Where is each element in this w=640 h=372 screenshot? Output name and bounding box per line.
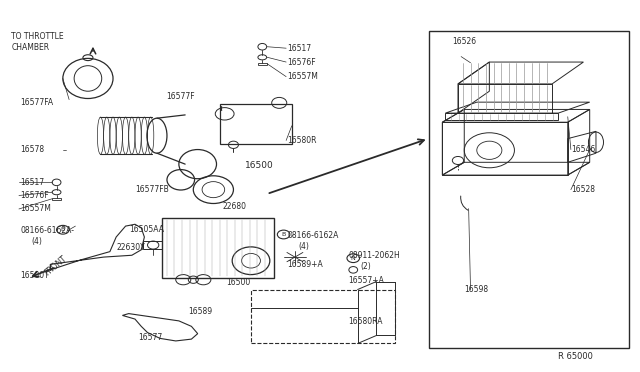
Bar <box>258 63 267 65</box>
Text: 16580RA: 16580RA <box>348 317 383 326</box>
Bar <box>143 241 162 249</box>
Text: B: B <box>61 227 65 232</box>
Bar <box>162 218 273 278</box>
Text: 16557+A: 16557+A <box>348 276 384 285</box>
Text: 08166-6162A: 08166-6162A <box>287 231 339 240</box>
Text: 08166-6162A-: 08166-6162A- <box>20 226 74 235</box>
Text: N: N <box>351 256 356 261</box>
Bar <box>52 198 61 200</box>
Text: 16576F: 16576F <box>287 58 316 67</box>
Text: 16557M: 16557M <box>20 205 51 214</box>
Text: 16576F: 16576F <box>20 191 49 200</box>
Text: (2): (2) <box>361 262 371 271</box>
Text: 08911-2062H: 08911-2062H <box>348 251 400 260</box>
Text: 16580T: 16580T <box>20 271 49 280</box>
Text: (4): (4) <box>298 242 309 251</box>
Bar <box>429 31 629 348</box>
Text: 16589: 16589 <box>188 307 212 316</box>
Text: 16500: 16500 <box>226 278 250 287</box>
Bar <box>251 289 396 343</box>
Text: 16500: 16500 <box>244 161 273 170</box>
Text: 16577F: 16577F <box>166 92 195 101</box>
Text: B: B <box>282 232 285 237</box>
Text: (4): (4) <box>31 237 42 246</box>
Text: R 65000: R 65000 <box>558 352 593 361</box>
Text: 16589+A: 16589+A <box>287 260 323 269</box>
Text: 16557M: 16557M <box>287 72 318 81</box>
Text: 16526: 16526 <box>452 38 476 46</box>
Text: 16505AA: 16505AA <box>129 225 164 234</box>
Text: 16580R: 16580R <box>287 136 317 145</box>
Bar <box>220 104 292 144</box>
Text: 16517: 16517 <box>20 178 44 187</box>
Text: 16578: 16578 <box>20 145 44 154</box>
Text: FRONT: FRONT <box>43 254 68 277</box>
Text: 16577FB: 16577FB <box>135 185 169 194</box>
Text: 16517: 16517 <box>287 44 312 53</box>
Text: 16598: 16598 <box>464 285 488 294</box>
Text: 16528: 16528 <box>571 185 595 194</box>
Text: 22680: 22680 <box>223 202 247 211</box>
Text: 16577FA: 16577FA <box>20 98 53 107</box>
Text: 16546: 16546 <box>571 145 595 154</box>
Text: TO THROTTLE
CHAMBER: TO THROTTLE CHAMBER <box>12 32 64 52</box>
Text: 22630Y: 22630Y <box>116 244 145 253</box>
Text: 16577: 16577 <box>138 333 163 342</box>
